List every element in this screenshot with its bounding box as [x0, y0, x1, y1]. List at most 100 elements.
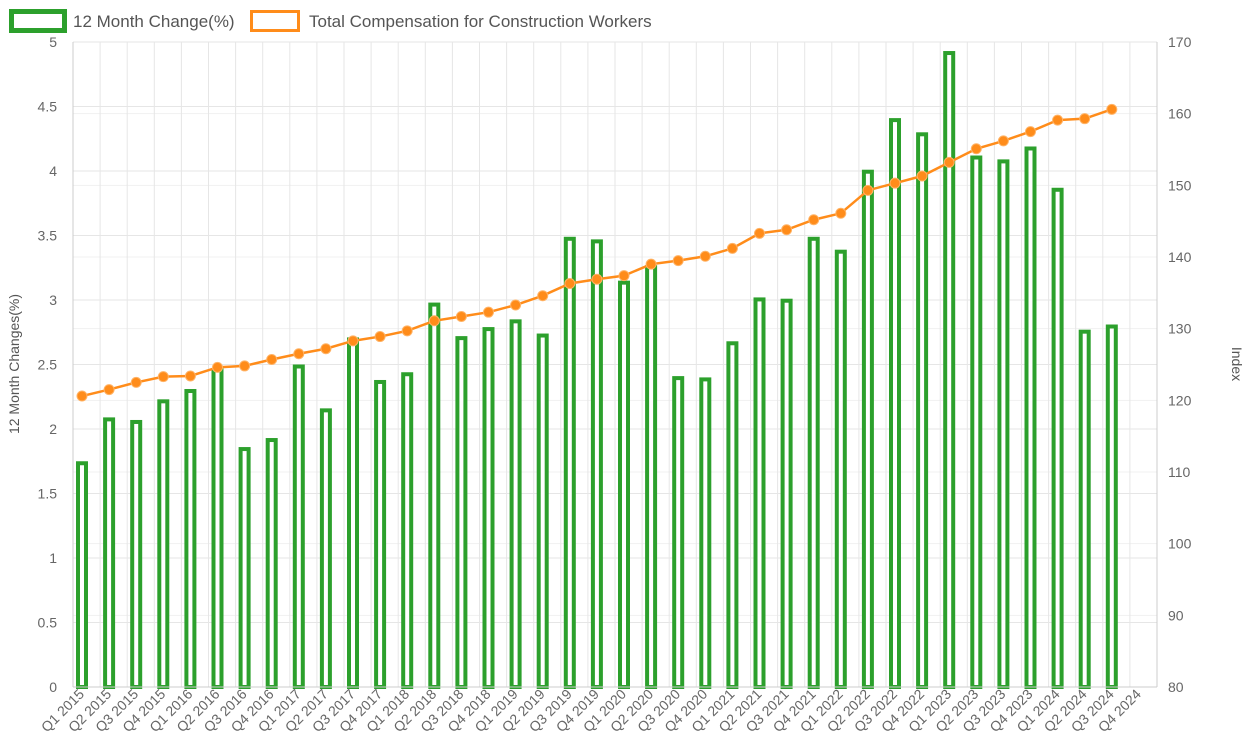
y-tick-label-left: 0.5 — [38, 615, 58, 631]
line-point — [1052, 114, 1064, 126]
line-point — [754, 227, 765, 239]
y-tick-label-left: 1.5 — [38, 486, 58, 502]
y-tick-label-left: 2 — [49, 421, 57, 437]
line-point — [510, 299, 522, 311]
y-tick-label-right: 120 — [1168, 392, 1192, 408]
y-tick-label-right: 160 — [1168, 106, 1192, 122]
y-axis-title-left: 12 Month Changes(%) — [6, 294, 22, 434]
bar — [157, 399, 170, 689]
line-point — [266, 353, 278, 365]
bar — [536, 333, 549, 689]
bar — [509, 319, 522, 689]
line-point — [212, 361, 223, 373]
bar — [103, 417, 116, 689]
bar — [1078, 329, 1091, 689]
line-point — [1106, 103, 1118, 115]
bar — [970, 155, 983, 689]
line-point — [781, 224, 793, 236]
bar — [401, 372, 414, 689]
line-point — [835, 207, 847, 219]
bar — [753, 297, 766, 689]
bar — [618, 280, 630, 689]
line-point — [916, 170, 928, 182]
bar — [861, 169, 874, 689]
bar — [726, 341, 739, 689]
legend-label-line: Total Compensation for Construction Work… — [309, 12, 652, 31]
bar — [482, 327, 495, 689]
line-point — [1025, 126, 1036, 138]
line-point — [401, 325, 413, 337]
y-tick-label-right: 90 — [1168, 607, 1184, 623]
y-tick-label-left: 4 — [49, 163, 57, 179]
line-point — [564, 278, 576, 290]
line-point — [591, 273, 603, 285]
bar — [265, 438, 278, 689]
line-point — [157, 371, 169, 383]
line-point — [130, 376, 142, 388]
line-point — [997, 135, 1009, 147]
line-point — [374, 331, 386, 343]
bar — [130, 419, 143, 689]
line-point — [103, 384, 115, 396]
bar — [943, 51, 956, 689]
bar — [916, 132, 929, 690]
bar — [76, 461, 88, 689]
bar — [319, 408, 332, 689]
line-point — [699, 250, 711, 262]
line-point — [862, 184, 874, 196]
y-axis-title-right: Index — [1229, 347, 1245, 381]
line-point — [184, 370, 196, 382]
legend-item-bar-series[interactable]: 12 Month Change(%) — [9, 9, 235, 33]
grid-layer — [72, 41, 1158, 688]
legend: 12 Month Change(%) Total Compensation fo… — [9, 9, 652, 33]
bar — [807, 236, 820, 689]
bar — [889, 118, 901, 690]
line-point — [618, 270, 630, 282]
line-layer — [76, 103, 1118, 402]
bar — [1024, 146, 1037, 690]
bar — [455, 336, 468, 689]
line-point — [970, 143, 982, 155]
y-tick-label-left: 3.5 — [38, 228, 58, 244]
line-point — [347, 335, 359, 347]
legend-label-bar: 12 Month Change(%) — [73, 12, 235, 31]
line-point — [672, 255, 684, 267]
y-tick-label-left: 3 — [49, 292, 57, 308]
bar — [374, 379, 387, 689]
y-tick-label-left: 5 — [49, 34, 57, 50]
y-tick-label-right: 110 — [1168, 464, 1191, 480]
line-point — [293, 348, 305, 360]
bar — [347, 337, 359, 689]
y-tick-label-right: 170 — [1168, 34, 1192, 50]
bar — [590, 239, 603, 689]
bar — [834, 249, 847, 689]
legend-swatch-line — [250, 10, 300, 32]
bar — [292, 364, 305, 689]
y-tick-label-right: 140 — [1168, 249, 1192, 265]
line-point — [889, 177, 901, 189]
bar — [997, 159, 1010, 689]
y-tick-label-right: 150 — [1168, 177, 1192, 193]
bar — [699, 377, 712, 689]
y-tick-label-right: 130 — [1168, 321, 1192, 337]
y-tick-label-left: 4.5 — [38, 99, 58, 115]
y-tick-label-left: 0 — [49, 679, 57, 695]
legend-swatch-bar — [9, 9, 67, 33]
line-point — [726, 242, 738, 254]
line-point — [943, 156, 955, 168]
bar — [1051, 187, 1064, 690]
bar — [211, 368, 224, 689]
bar — [1105, 324, 1118, 689]
line-point — [645, 258, 657, 270]
line-point — [455, 310, 467, 322]
line-point — [76, 390, 88, 402]
bar — [184, 389, 197, 689]
bars-layer — [76, 51, 1118, 690]
bar — [645, 265, 658, 689]
bar — [563, 236, 576, 689]
line-point — [239, 360, 251, 372]
legend-item-line-series[interactable]: Total Compensation for Construction Work… — [250, 10, 652, 32]
bar — [672, 376, 685, 689]
